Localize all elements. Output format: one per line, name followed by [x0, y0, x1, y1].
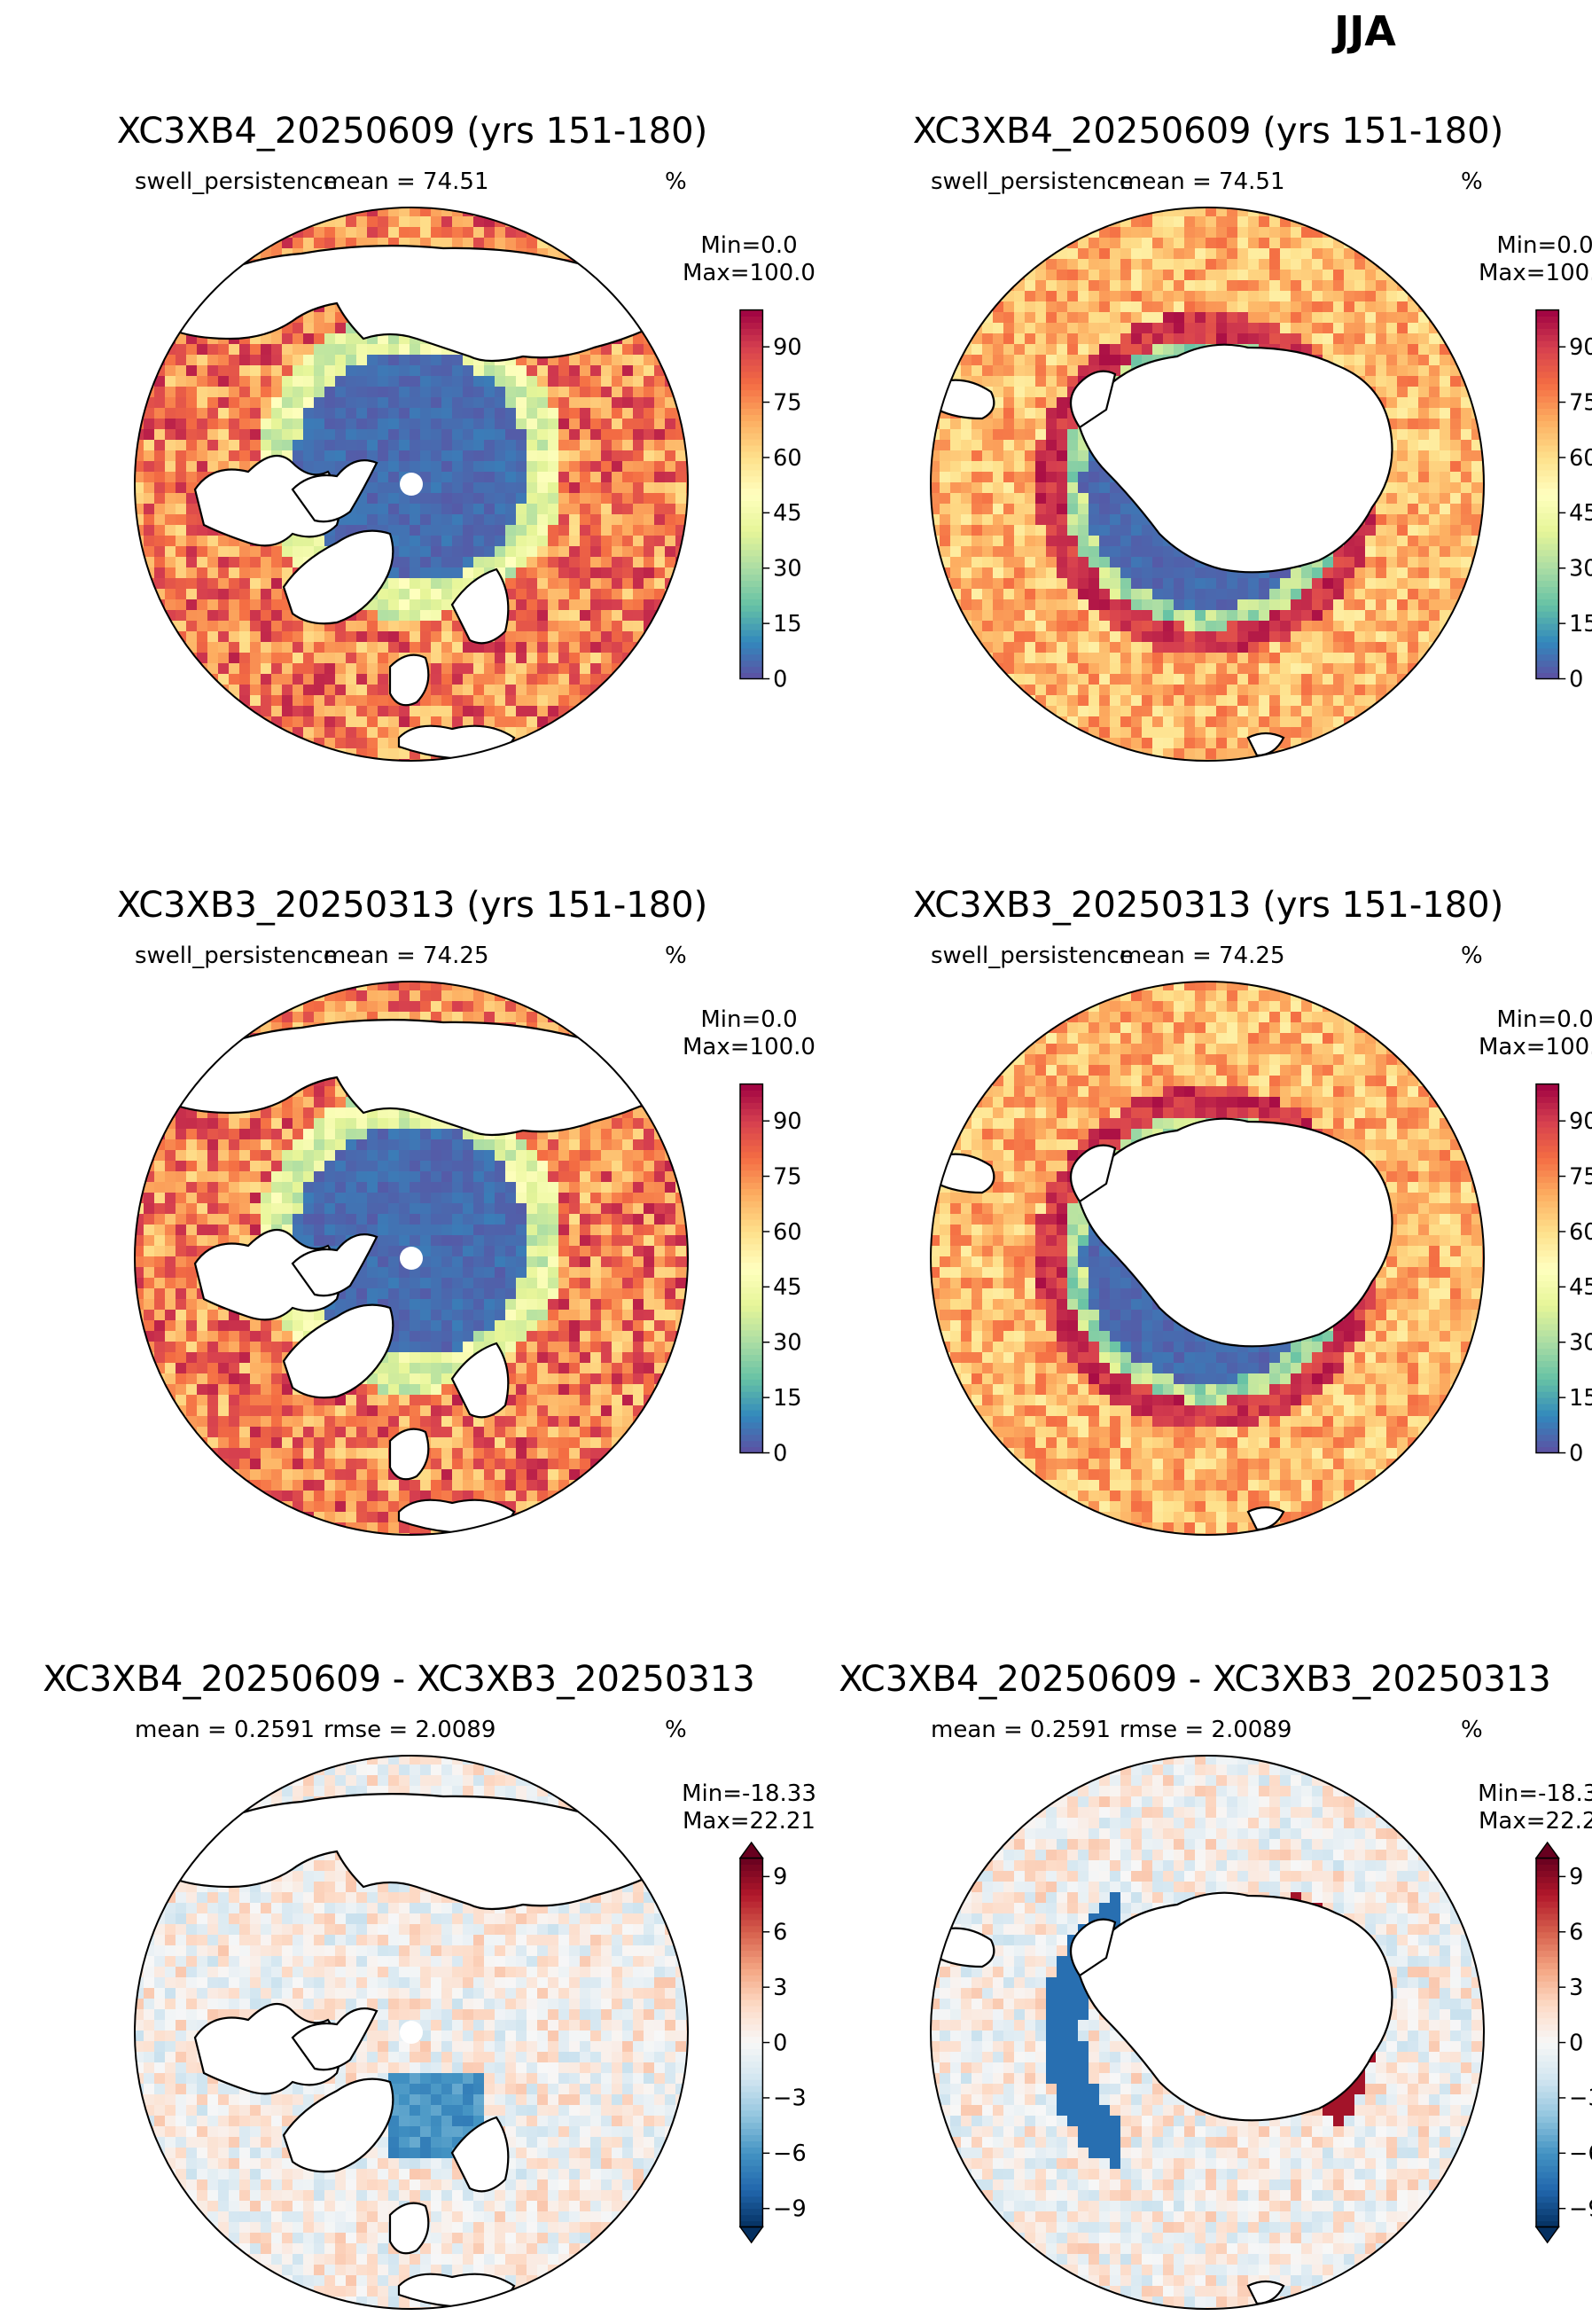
panel-subtitle-mid: rmse = 2.0089 [1120, 1717, 1292, 1743]
panel-subtitle-left: swell_persistence [135, 168, 338, 195]
colorbar-tick-label: −6 [1569, 2140, 1592, 2166]
panel-subtitle-left: swell_persistence [135, 943, 338, 969]
map-panel-4: XC3XB3_20250313 (yrs 151-180) swell_persi… [796, 774, 1592, 1548]
colorbar-tick-label: 45 [773, 1273, 801, 1300]
panel-unit: % [1461, 943, 1483, 969]
polar-map [134, 1755, 689, 2310]
colorbar: 0 15 30 45 60 75 90 [739, 1083, 802, 1466]
colorbar-tick-label: 45 [773, 499, 801, 526]
colorbar-tick-label: 0 [1569, 2029, 1583, 2055]
panel-title: XC3XB4_20250609 - XC3XB3_20250313 [839, 1659, 1551, 1700]
colorbar-tick-label: 30 [1569, 555, 1592, 582]
colorbar-tick-label: −9 [1569, 2195, 1592, 2222]
colorbar: −9 −6 −3 0 3 6 9 [1534, 1841, 1592, 2244]
figure-title: JJA [1334, 7, 1396, 55]
colorbar-tick-label: 90 [1569, 1107, 1592, 1134]
colorbar-tick-label: −6 [773, 2140, 807, 2166]
min-max-label: Min=0.0 Max=100.0 [683, 232, 816, 286]
colorbar-tick-label: 75 [773, 388, 801, 415]
colorbar-tick-label: 60 [773, 1218, 801, 1245]
panel-subtitle-mid: mean = 74.51 [324, 168, 489, 195]
colorbar-tick-label: 15 [1569, 1384, 1592, 1411]
colorbar: 0 15 30 45 60 75 90 [1535, 309, 1592, 692]
colorbar-tick-label: 0 [773, 665, 787, 692]
colorbar-tick-label: 3 [1569, 1974, 1583, 2000]
colorbar-tick-label: 45 [1569, 499, 1592, 526]
map-panel-3: XC3XB3_20250313 (yrs 151-180) swell_persi… [0, 774, 816, 1548]
colorbar-tick-label: 15 [773, 610, 801, 637]
colorbar-tick-label: −3 [773, 2085, 807, 2111]
polar-map [930, 1755, 1485, 2310]
min-max-label: Min=0.0 Max=100.0 [683, 1006, 816, 1060]
panel-unit: % [665, 168, 687, 195]
panel-subtitle-mid: mean = 74.51 [1120, 168, 1285, 195]
colorbar-tick-label: 15 [1569, 610, 1592, 637]
colorbar-tick-label: 90 [1569, 333, 1592, 360]
panel-title: XC3XB4_20250609 (yrs 151-180) [912, 111, 1504, 152]
colorbar-tick-label: −9 [773, 2195, 807, 2222]
colorbar: 0 15 30 45 60 75 90 [739, 309, 802, 692]
colorbar-tick-label: 90 [773, 1107, 801, 1134]
panel-subtitle-mid: rmse = 2.0089 [324, 1717, 496, 1743]
panel-title: XC3XB3_20250313 (yrs 151-180) [116, 885, 708, 926]
polar-map [930, 207, 1485, 762]
min-max-label: Min=0.0 Max=100.0 [1479, 232, 1592, 286]
colorbar-tick-label: 75 [1569, 388, 1592, 415]
colorbar-tick-label: 90 [773, 333, 801, 360]
colorbar: −9 −6 −3 0 3 6 9 [738, 1841, 807, 2244]
colorbar-tick-label: 60 [1569, 1218, 1592, 1245]
panel-unit: % [1461, 1717, 1483, 1743]
colorbar-tick-label: 75 [773, 1162, 801, 1189]
colorbar-tick-label: 30 [773, 555, 801, 582]
polar-map [930, 981, 1485, 1536]
panel-subtitle-left: swell_persistence [931, 168, 1134, 195]
colorbar-tick-label: 30 [773, 1329, 801, 1356]
map-panel-2: XC3XB4_20250609 (yrs 151-180) swell_persi… [796, 0, 1592, 774]
colorbar-tick-label: 15 [773, 1384, 801, 1411]
panel-unit: % [1461, 168, 1483, 195]
colorbar-tick-label: 75 [1569, 1162, 1592, 1189]
min-max-label: Min=-18.33 Max=22.21 [682, 1780, 816, 1835]
colorbar-tick-label: 0 [1569, 1439, 1583, 1466]
panel-subtitle-left: mean = 0.2591 [931, 1717, 1112, 1743]
colorbar-tick-label: 3 [773, 1974, 787, 2000]
colorbar-tick-label: 6 [773, 1919, 787, 1945]
colorbar-tick-label: 6 [1569, 1919, 1583, 1945]
panel-subtitle-mid: mean = 74.25 [324, 943, 489, 969]
panel-title: XC3XB3_20250313 (yrs 151-180) [912, 885, 1504, 926]
min-max-label: Min=0.0 Max=100.0 [1479, 1006, 1592, 1060]
colorbar-tick-label: 60 [773, 444, 801, 471]
polar-map [134, 207, 689, 762]
colorbar-tick-label: 0 [773, 2029, 787, 2055]
colorbar-tick-label: 0 [1569, 665, 1583, 692]
colorbar-tick-label: 9 [1569, 1863, 1583, 1890]
map-panel-1: XC3XB4_20250609 (yrs 151-180) swell_persi… [0, 0, 816, 774]
colorbar-tick-label: 30 [1569, 1329, 1592, 1356]
colorbar-tick-label: 60 [1569, 444, 1592, 471]
colorbar-tick-label: 45 [1569, 1273, 1592, 1300]
panel-subtitle-mid: mean = 74.25 [1120, 943, 1285, 969]
colorbar-tick-label: −3 [1569, 2085, 1592, 2111]
colorbar-tick-label: 9 [773, 1863, 787, 1890]
colorbar-tick-label: 0 [773, 1439, 787, 1466]
panel-title: XC3XB4_20250609 - XC3XB3_20250313 [43, 1659, 755, 1700]
polar-map [134, 981, 689, 1536]
panel-unit: % [665, 943, 687, 969]
colorbar: 0 15 30 45 60 75 90 [1535, 1083, 1592, 1466]
panel-subtitle-left: mean = 0.2591 [135, 1717, 316, 1743]
panel-title: XC3XB4_20250609 (yrs 151-180) [116, 111, 708, 152]
panel-subtitle-left: swell_persistence [931, 943, 1134, 969]
min-max-label: Min=-18.33 Max=22.21 [1478, 1780, 1592, 1835]
panel-unit: % [665, 1717, 687, 1743]
